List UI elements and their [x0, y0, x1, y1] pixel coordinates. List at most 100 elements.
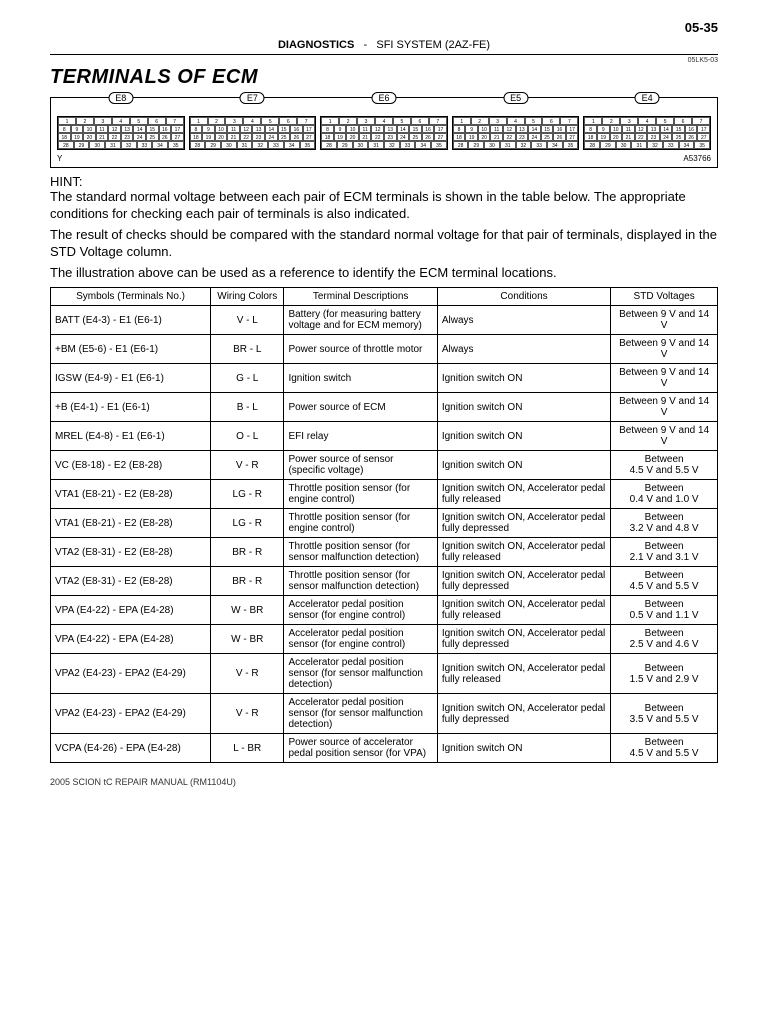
table-cell: Between4.5 V and 5.5 V — [611, 451, 718, 480]
table-row: VTA2 (E8-31) - E2 (E8-28)BR - RThrottle … — [51, 538, 718, 567]
table-cell: +BM (E5-6) - E1 (E6-1) — [51, 335, 211, 364]
ecm-terminals-table: Symbols (Terminals No.)Wiring ColorsTerm… — [50, 287, 718, 763]
page-title: TERMINALS OF ECM — [50, 66, 718, 89]
table-cell: IGSW (E4-9) - E1 (E6-1) — [51, 364, 211, 393]
table-cell: Between0.5 V and 1.1 V — [611, 596, 718, 625]
table-row: VTA1 (E8-21) - E2 (E8-28)LG - RThrottle … — [51, 480, 718, 509]
diagram-fig-ref: A53766 — [683, 154, 711, 163]
table-row: VPA (E4-22) - EPA (E4-28)W - BRAccelerat… — [51, 596, 718, 625]
table-row: BATT (E4-3) - E1 (E6-1)V - LBattery (for… — [51, 306, 718, 335]
table-cell: Ignition switch ON, Accelerator pedal fu… — [437, 596, 610, 625]
table-cell: Accelerator pedal position sensor (for e… — [284, 625, 437, 654]
table-row: VC (E8-18) - E2 (E8-28)V - RPower source… — [51, 451, 718, 480]
table-cell: Ignition switch ON — [437, 393, 610, 422]
table-cell: VPA (E4-22) - EPA (E4-28) — [51, 596, 211, 625]
table-cell: V - R — [211, 654, 284, 694]
hint-p3: The illustration above can be used as a … — [50, 265, 718, 282]
table-cell: Between3.5 V and 5.5 V — [611, 694, 718, 734]
table-cell: VTA2 (E8-31) - E2 (E8-28) — [51, 538, 211, 567]
table-cell: Ignition switch ON, Accelerator pedal fu… — [437, 538, 610, 567]
ref-small: 05LK5-03 — [50, 57, 718, 64]
table-row: VPA (E4-22) - EPA (E4-28)W - BRAccelerat… — [51, 625, 718, 654]
crumb-sep: - — [364, 39, 368, 51]
table-cell: Between4.5 V and 5.5 V — [611, 567, 718, 596]
table-cell: Battery (for measuring battery voltage a… — [284, 306, 437, 335]
table-cell: Ignition switch ON — [437, 734, 610, 763]
table-cell: VPA2 (E4-23) - EPA2 (E4-29) — [51, 654, 211, 694]
table-cell: V - L — [211, 306, 284, 335]
table-cell: Between0.4 V and 1.0 V — [611, 480, 718, 509]
table-cell: MREL (E4-8) - E1 (E6-1) — [51, 422, 211, 451]
table-cell: BR - L — [211, 335, 284, 364]
table-cell: G - L — [211, 364, 284, 393]
connector-label: E5 — [503, 92, 528, 104]
table-cell: Ignition switch ON, Accelerator pedal fu… — [437, 567, 610, 596]
table-cell: O - L — [211, 422, 284, 451]
table-header: Terminal Descriptions — [284, 288, 437, 306]
table-cell: VTA2 (E8-31) - E2 (E8-28) — [51, 567, 211, 596]
hint-p1: The standard normal voltage between each… — [50, 189, 718, 223]
table-cell: VPA (E4-22) - EPA (E4-28) — [51, 625, 211, 654]
table-cell: Between 9 V and 14 V — [611, 364, 718, 393]
table-cell: B - L — [211, 393, 284, 422]
table-cell: LG - R — [211, 509, 284, 538]
table-cell: Ignition switch ON, Accelerator pedal fu… — [437, 480, 610, 509]
table-cell: Always — [437, 306, 610, 335]
table-row: VCPA (E4-26) - EPA (E4-28)L - BRPower so… — [51, 734, 718, 763]
connector-e4: E412345678910111213141516171819202122232… — [583, 106, 711, 150]
table-cell: Power source of throttle motor — [284, 335, 437, 364]
table-header: Wiring Colors — [211, 288, 284, 306]
table-cell: Ignition switch ON — [437, 422, 610, 451]
table-row: VTA2 (E8-31) - E2 (E8-28)BR - RThrottle … — [51, 567, 718, 596]
connector-e8: E812345678910111213141516171819202122232… — [57, 106, 185, 150]
table-cell: Power source of accelerator pedal positi… — [284, 734, 437, 763]
footer-text: 2005 SCION tC REPAIR MANUAL (RM1104U) — [50, 777, 718, 787]
connector-e6: E612345678910111213141516171819202122232… — [320, 106, 448, 150]
table-cell: BR - R — [211, 538, 284, 567]
connector-label: E8 — [108, 92, 133, 104]
table-cell: Accelerator pedal position sensor (for s… — [284, 654, 437, 694]
table-cell: W - BR — [211, 596, 284, 625]
table-cell: Between2.1 V and 3.1 V — [611, 538, 718, 567]
table-cell: W - BR — [211, 625, 284, 654]
table-cell: Ignition switch ON, Accelerator pedal fu… — [437, 509, 610, 538]
crumb-right: SFI SYSTEM (2AZ-FE) — [376, 39, 490, 51]
table-cell: Between 9 V and 14 V — [611, 335, 718, 364]
table-header: STD Voltages — [611, 288, 718, 306]
table-cell: Between3.2 V and 4.8 V — [611, 509, 718, 538]
connector-e5: E512345678910111213141516171819202122232… — [452, 106, 580, 150]
table-cell: BATT (E4-3) - E1 (E6-1) — [51, 306, 211, 335]
table-cell: Between2.5 V and 4.6 V — [611, 625, 718, 654]
table-cell: +B (E4-1) - E1 (E6-1) — [51, 393, 211, 422]
table-cell: Throttle position sensor (for engine con… — [284, 509, 437, 538]
table-cell: Throttle position sensor (for sensor mal… — [284, 538, 437, 567]
table-cell: VTA1 (E8-21) - E2 (E8-28) — [51, 509, 211, 538]
table-cell: Between 9 V and 14 V — [611, 306, 718, 335]
table-header: Conditions — [437, 288, 610, 306]
connector-label: E7 — [240, 92, 265, 104]
breadcrumb: DIAGNOSTICS - SFI SYSTEM (2AZ-FE) — [50, 39, 718, 55]
table-cell: L - BR — [211, 734, 284, 763]
table-row: IGSW (E4-9) - E1 (E6-1)G - LIgnition swi… — [51, 364, 718, 393]
connector-label: E6 — [371, 92, 396, 104]
connector-label: E4 — [635, 92, 660, 104]
connector-e7: E712345678910111213141516171819202122232… — [189, 106, 317, 150]
table-cell: Ignition switch — [284, 364, 437, 393]
table-cell: Accelerator pedal position sensor (for e… — [284, 596, 437, 625]
table-header: Symbols (Terminals No.) — [51, 288, 211, 306]
table-cell: Ignition switch ON, Accelerator pedal fu… — [437, 654, 610, 694]
table-row: MREL (E4-8) - E1 (E6-1)O - LEFI relayIgn… — [51, 422, 718, 451]
table-cell: VTA1 (E8-21) - E2 (E8-28) — [51, 480, 211, 509]
table-row: +B (E4-1) - E1 (E6-1)B - LPower source o… — [51, 393, 718, 422]
table-cell: VC (E8-18) - E2 (E8-28) — [51, 451, 211, 480]
table-row: VPA2 (E4-23) - EPA2 (E4-29)V - RAccelera… — [51, 694, 718, 734]
table-cell: Power source of ECM — [284, 393, 437, 422]
table-cell: Accelerator pedal position sensor (for s… — [284, 694, 437, 734]
table-row: VTA1 (E8-21) - E2 (E8-28)LG - RThrottle … — [51, 509, 718, 538]
table-cell: VPA2 (E4-23) - EPA2 (E4-29) — [51, 694, 211, 734]
table-cell: Ignition switch ON, Accelerator pedal fu… — [437, 694, 610, 734]
hint-p2: The result of checks should be compared … — [50, 227, 718, 261]
table-row: +BM (E5-6) - E1 (E6-1)BR - LPower source… — [51, 335, 718, 364]
hint-heading: HINT: — [50, 174, 718, 189]
table-cell: Ignition switch ON — [437, 364, 610, 393]
